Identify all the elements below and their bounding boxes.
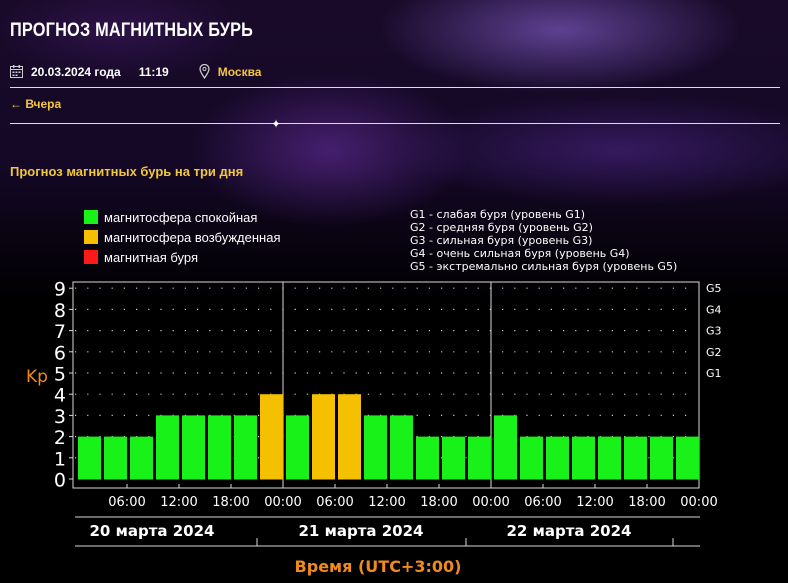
- kp-bar: [416, 436, 439, 480]
- kp-bar: [234, 415, 257, 480]
- kp-bar: [208, 415, 231, 480]
- x-tick-label: 18:00: [628, 495, 665, 510]
- calendar-icon: [10, 65, 23, 78]
- x-tick-label: 12:00: [368, 495, 405, 510]
- y-tick-label: 3: [54, 406, 66, 428]
- x-tick-label: 06:00: [316, 495, 353, 510]
- g-tick-label: G4: [706, 303, 722, 316]
- kp-bar: [156, 415, 179, 480]
- sparkle-icon: ✦: [271, 117, 282, 131]
- x-tick-label: 06:00: [524, 495, 561, 510]
- y-tick-label: 0: [54, 470, 66, 492]
- x-tick-label: 00:00: [472, 495, 509, 510]
- y-tick-label: 1: [54, 448, 66, 470]
- kp-bar: [312, 394, 335, 480]
- legend-swatch-yellow: [84, 230, 98, 244]
- kp-bar: [182, 415, 205, 480]
- kp-bar: [78, 436, 101, 480]
- y-tick-label: 4: [54, 385, 66, 407]
- kp-bar: [390, 415, 413, 480]
- g-level-item: G5 - экстремально сильная буря (уровень …: [410, 260, 678, 273]
- divider: [10, 87, 780, 88]
- legend-item: магнитная буря: [84, 247, 281, 267]
- legend-label: магнитосфера возбужденная: [104, 229, 281, 245]
- y-tick-label: 7: [54, 321, 66, 343]
- g-tick-label: G3: [706, 325, 722, 338]
- kp-bar: [572, 436, 595, 480]
- y-tick-label: 9: [54, 279, 66, 301]
- divider: [10, 123, 780, 124]
- legend-label: магнитная буря: [104, 249, 199, 265]
- g-tick-label: G5: [706, 282, 722, 295]
- kp-bar: [130, 436, 153, 480]
- location-pin-icon: [199, 64, 210, 79]
- y-tick-label: 6: [54, 342, 66, 364]
- legend-swatch-red: [84, 250, 98, 264]
- kp-bar: [650, 436, 673, 480]
- kp-bar: [364, 415, 387, 480]
- kp-bar: [338, 394, 361, 480]
- g-tick-label: G2: [706, 346, 722, 359]
- storm-level-legend: G1 - слабая буря (уровень G1) G2 - средн…: [410, 208, 677, 273]
- g-level-item: G2 - средняя буря (уровень G2): [410, 221, 593, 234]
- y-tick-label: 8: [54, 300, 66, 322]
- date-location-bar: 20.03.2024 года 11:19 Москва: [10, 64, 261, 79]
- section-heading: Прогноз магнитных бурь на три дня: [10, 164, 244, 179]
- x-tick-label: 18:00: [420, 495, 457, 510]
- g-tick-label: G1: [706, 367, 722, 380]
- kp-bar: [260, 394, 283, 480]
- legend-item: магнитосфера возбужденная: [84, 227, 281, 247]
- x-tick-label: 06:00: [108, 495, 145, 510]
- x-tick-label: 12:00: [576, 495, 613, 510]
- y-tick-label: 2: [54, 427, 66, 449]
- kp-bar: [286, 415, 309, 480]
- kp-bar: [598, 436, 621, 480]
- day-label: 21 марта 2024: [298, 522, 423, 540]
- current-time: 11:19: [138, 64, 169, 79]
- kp-bar: [494, 415, 517, 480]
- x-tick-label: 18:00: [212, 495, 249, 510]
- kp-bar: [676, 436, 699, 480]
- day-label: 20 марта 2024: [89, 522, 214, 540]
- kp-bar: [624, 436, 647, 480]
- x-tick-label: 12:00: [160, 495, 197, 510]
- legend-swatch-green: [84, 210, 98, 224]
- city-link[interactable]: Москва: [217, 64, 262, 79]
- page-title: ПРОГНОЗ МАГНИТНЫХ БУРЬ: [10, 20, 254, 41]
- aurora-background: [0, 0, 788, 300]
- current-date: 20.03.2024 года: [31, 64, 121, 79]
- kp-bar: [468, 436, 491, 480]
- g-level-item: G1 - слабая буря (уровень G1): [410, 208, 586, 221]
- kp-bar: [442, 436, 465, 480]
- legend-label: магнитосфера спокойная: [104, 209, 258, 225]
- x-tick-label: 00:00: [680, 495, 717, 510]
- kp-bar: [546, 436, 569, 480]
- legend-item: магнитосфера спокойная: [84, 207, 281, 227]
- g-level-item: G4 - очень сильная буря (уровень G4): [410, 247, 630, 260]
- back-yesterday-link[interactable]: ← Вчера: [10, 97, 62, 111]
- kp-bar: [104, 436, 127, 480]
- g-level-item: G3 - сильная буря (уровень G3): [410, 234, 593, 247]
- legend: магнитосфера спокойная магнитосфера возб…: [84, 207, 281, 267]
- y-axis-label: Kp: [26, 367, 48, 387]
- y-tick-label: 5: [54, 364, 66, 386]
- kp-bar: [520, 436, 543, 480]
- day-label: 22 марта 2024: [506, 522, 631, 540]
- x-axis-label: Время (UTC+3:00): [295, 557, 462, 576]
- x-tick-label: 00:00: [264, 495, 301, 510]
